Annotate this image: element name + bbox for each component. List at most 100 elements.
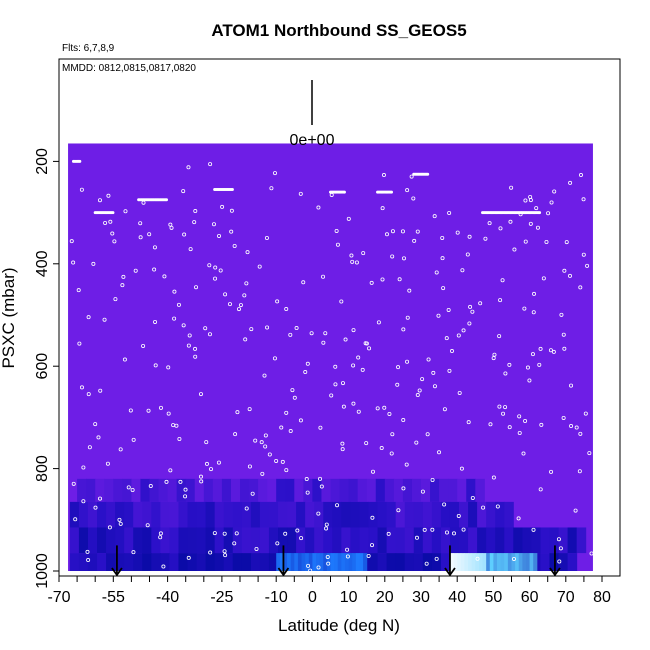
sample-point [396,365,401,370]
sample-point [168,468,173,473]
sample-point [234,531,239,536]
field-cell-band-3 [205,553,216,571]
sample-point [415,393,420,398]
sample-point [415,229,420,234]
field-cell-band-2 [106,527,116,554]
field-cell-band-2 [468,527,478,554]
field-cell-band-1 [160,501,170,528]
field-cell-bright-0 [312,553,317,571]
field-cell-band-1 [223,501,234,528]
field-cell-band-2 [495,527,505,554]
field-cell-band-0 [448,478,458,502]
field-cell-band-2 [513,527,523,554]
sample-point [118,521,123,526]
sample-point [77,341,82,346]
sample-point [145,523,150,528]
field-cell-band-3 [187,553,198,571]
sample-point [146,408,151,413]
field-cell-band-3 [268,553,279,571]
sample-point [559,312,564,317]
sample-point [528,221,533,226]
sample-point [153,363,158,368]
sample-point [356,355,361,360]
field-cell-bright-0 [276,553,281,571]
sample-point [253,438,258,443]
field-cell-band-1 [422,501,433,528]
field-cell-band-2 [332,527,342,554]
sample-point [158,405,163,410]
field-cell-band-0 [267,478,277,502]
field-cell-band-2 [115,527,125,554]
sample-point [528,194,533,199]
scale-label: 0e+00 [290,132,335,149]
sample-point [370,469,375,474]
sample-point [98,388,103,393]
field-cell-band-2 [404,527,415,554]
sample-point [131,550,136,555]
profile-arrows [111,545,561,577]
sample-point [339,299,344,304]
y-tick-label: 800 [34,455,51,482]
y-axis-label: PSXC (mbar) [0,267,18,368]
field-cell-band-3 [259,553,270,571]
sample-point [569,424,574,429]
field-cell-bright-0 [323,553,328,571]
sample-point [487,221,492,226]
sample-point [549,200,554,205]
field-cell-band-2 [268,527,279,554]
sample-point [375,406,380,411]
sample-point [298,191,303,196]
field-cell-band-2 [232,527,243,554]
sample-point [401,327,406,332]
field-cell-band-1 [377,501,388,528]
sample-point [105,461,110,466]
sample-point [397,277,402,282]
sample-point [511,556,516,561]
field-cell-band-1 [133,501,143,528]
sample-point [265,325,270,330]
y-axis: 200 400 600 800 1000 [34,148,59,589]
sample-point [262,373,267,378]
sample-point [376,320,381,325]
sample-point [279,425,284,430]
field-cell-band-2 [69,527,80,554]
sample-point [121,274,126,279]
sample-point [183,494,188,499]
field-cell-band-3 [250,553,261,571]
field-cell-band-2 [296,527,306,554]
field-cell-bright-1 [460,553,465,571]
sample-point [81,499,86,504]
sample-point [334,228,339,233]
sample-point [578,285,583,290]
sample-point [460,268,465,273]
sample-point [558,546,563,551]
sample-point [316,205,321,210]
plot-frame [58,58,621,577]
field-cell-band-1 [495,501,505,528]
field-cell-bright-0 [305,553,310,571]
sample-point [527,378,532,383]
sample-point [326,561,331,566]
sample-point [361,251,366,256]
field-cell-band-1 [504,501,514,528]
sample-point [288,332,293,337]
field-cell-band-1 [78,501,89,528]
field-cell-band-0 [430,478,440,502]
field-cell-bright-1 [478,553,484,571]
sample-point [257,264,262,269]
sample-point [130,488,135,493]
sample-point [501,411,506,416]
sample-point [284,307,289,312]
field-cell-bright-0 [297,553,303,571]
sample-point [574,425,579,430]
field-cell-bright-2 [493,553,498,571]
sample-point [583,411,588,416]
sample-point [537,362,542,367]
field-cell-band-0 [330,478,341,502]
sample-point [531,310,536,315]
sample-point [400,229,405,234]
field-cell-bright-2 [500,553,505,571]
sample-point [181,323,186,328]
sample-point [162,274,167,279]
sample-point [562,346,567,351]
